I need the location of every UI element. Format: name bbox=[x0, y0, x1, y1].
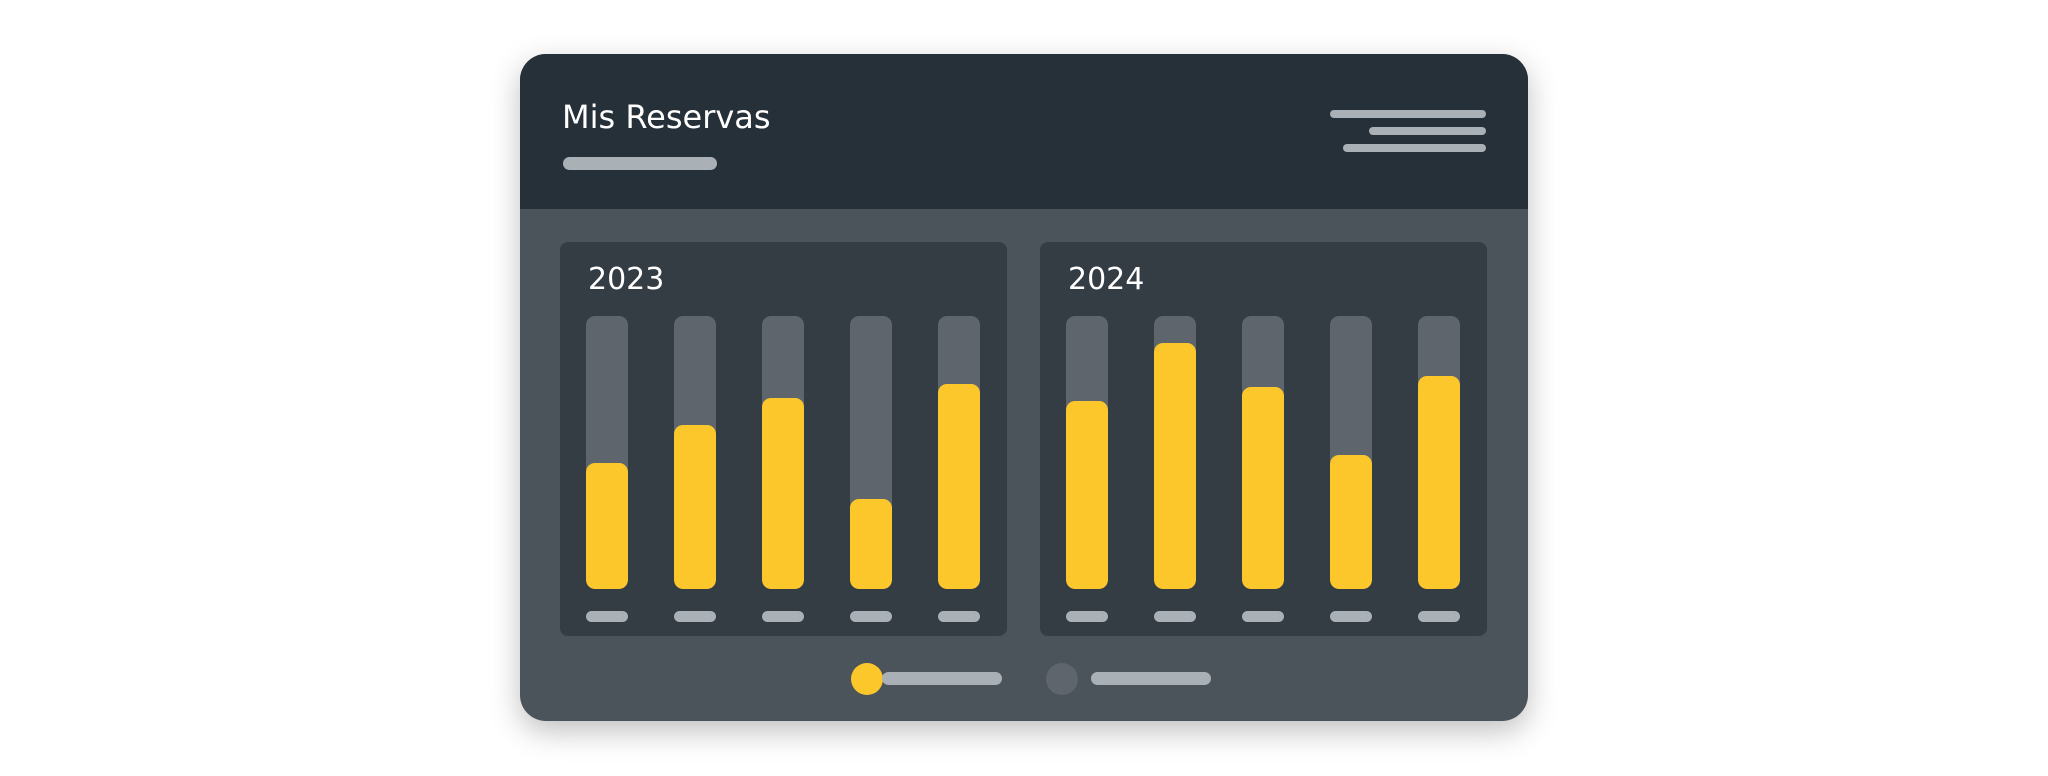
bar bbox=[1418, 376, 1460, 589]
x-tick-label-placeholder bbox=[1154, 611, 1196, 622]
x-tick-label-placeholder bbox=[850, 611, 892, 622]
bar bbox=[1066, 400, 1108, 589]
menu-line-icon[interactable] bbox=[1343, 144, 1486, 152]
bar-track bbox=[1418, 316, 1460, 589]
chart-panel-2024: 2024 bbox=[1040, 242, 1487, 636]
bar-track bbox=[1242, 316, 1284, 589]
x-tick-label-placeholder bbox=[1418, 611, 1460, 622]
bar-track bbox=[850, 316, 892, 589]
x-tick-label-placeholder bbox=[1330, 611, 1372, 622]
x-tick-label-placeholder bbox=[674, 611, 716, 622]
reservations-card: Mis Reservas 2023 2024 bbox=[520, 54, 1528, 721]
bar-track bbox=[1154, 316, 1196, 589]
bar-track bbox=[1066, 316, 1108, 589]
chart-panel-2023: 2023 bbox=[560, 242, 1007, 636]
bar-track bbox=[938, 316, 980, 589]
subtitle-placeholder bbox=[563, 157, 717, 170]
menu-line-icon[interactable] bbox=[1369, 127, 1486, 135]
x-tick-label-placeholder bbox=[1242, 611, 1284, 622]
bar-track bbox=[586, 316, 628, 589]
card-title: Mis Reservas bbox=[562, 98, 771, 136]
card-header: Mis Reservas bbox=[520, 54, 1528, 209]
legend-swatch-gray bbox=[1046, 663, 1078, 695]
x-tick-label-placeholder bbox=[1066, 611, 1108, 622]
chart-title: 2024 bbox=[1068, 262, 1145, 297]
x-tick-label-placeholder bbox=[762, 611, 804, 622]
chart-title: 2023 bbox=[588, 262, 665, 297]
legend-label-placeholder bbox=[1091, 672, 1211, 685]
legend-label-placeholder bbox=[882, 672, 1002, 685]
bar bbox=[1330, 455, 1372, 589]
bar bbox=[762, 397, 804, 589]
x-tick-label-placeholder bbox=[938, 611, 980, 622]
bar bbox=[938, 384, 980, 589]
menu-line-icon[interactable] bbox=[1330, 110, 1486, 118]
bar-track bbox=[1330, 316, 1372, 589]
bar bbox=[1154, 343, 1196, 589]
x-tick-label-placeholder bbox=[586, 611, 628, 622]
bar bbox=[674, 425, 716, 589]
bar-track bbox=[762, 316, 804, 589]
bar bbox=[850, 498, 892, 589]
bar bbox=[1242, 386, 1284, 589]
legend-swatch-yellow bbox=[851, 663, 883, 695]
bar-track bbox=[674, 316, 716, 589]
bar bbox=[586, 463, 628, 589]
